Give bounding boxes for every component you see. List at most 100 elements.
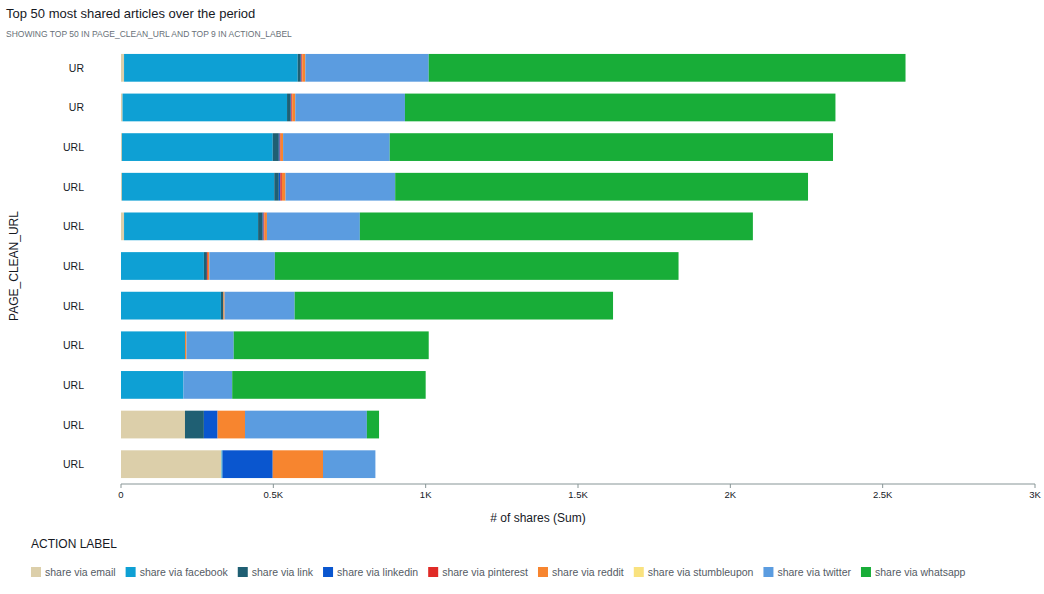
tick-label: 2.5K — [873, 489, 893, 500]
bar-segment[interactable] — [204, 411, 218, 439]
bar-segment[interactable] — [273, 450, 323, 478]
category-label: URL — [63, 379, 84, 391]
bar-segment[interactable] — [121, 54, 124, 82]
legend-label[interactable]: share via link — [252, 566, 314, 578]
bar-segment[interactable] — [124, 212, 258, 240]
bar-segment[interactable] — [290, 94, 292, 122]
bar-segment[interactable] — [262, 212, 264, 240]
tick-label: 3K — [1029, 489, 1041, 500]
tick-mark — [121, 484, 122, 488]
tick-label: 0.5K — [264, 489, 284, 500]
legend-swatch — [428, 567, 438, 577]
bar-segment[interactable] — [123, 94, 288, 122]
legend-swatch — [238, 567, 248, 577]
legend-label[interactable]: share via twitter — [777, 566, 851, 578]
bar-segment[interactable] — [367, 411, 379, 439]
bar-segment[interactable] — [234, 331, 429, 359]
bar-segment[interactable] — [124, 54, 298, 82]
bar-segment[interactable] — [390, 133, 833, 161]
bar-segment[interactable] — [223, 292, 224, 320]
bar-segment[interactable] — [245, 411, 367, 439]
bar-segment[interactable] — [429, 54, 906, 82]
x-axis-label: # of shares (Sum) — [490, 511, 585, 525]
bar-segment[interactable] — [122, 133, 273, 161]
bar-segment[interactable] — [206, 252, 207, 280]
category-label: UR — [69, 101, 85, 113]
bar-segment[interactable] — [375, 450, 376, 478]
subtitle: SHOWING TOP 50 IN PAGE_CLEAN_URL AND TOP… — [6, 29, 292, 39]
bar-segment[interactable] — [232, 371, 425, 399]
bar-segment[interactable] — [405, 94, 835, 122]
bar-segment[interactable] — [121, 292, 221, 320]
bar-segment[interactable] — [264, 212, 266, 240]
chart: Top 50 most shared articles over the per… — [0, 0, 1044, 594]
bar-segment[interactable] — [395, 173, 808, 201]
bar-segment[interactable] — [121, 94, 123, 122]
bar-segment[interactable] — [281, 133, 283, 161]
legend-label[interactable]: share via reddit — [552, 566, 624, 578]
bar-segment[interactable] — [187, 331, 234, 359]
bar-segment[interactable] — [295, 94, 405, 122]
category-label: URL — [63, 339, 84, 351]
bar-segment[interactable] — [282, 173, 286, 201]
bar-segment[interactable] — [360, 212, 753, 240]
bar-segment[interactable] — [279, 173, 281, 201]
bar-segment[interactable] — [283, 133, 390, 161]
bar-segment[interactable] — [185, 331, 187, 359]
bar-segment[interactable] — [208, 252, 210, 280]
tick-mark — [1035, 484, 1036, 488]
bar-segment[interactable] — [274, 173, 279, 201]
bars — [121, 54, 906, 478]
legend-label[interactable]: share via stumbleupon — [648, 566, 754, 578]
bar-segment[interactable] — [267, 212, 360, 240]
bar-segment[interactable] — [275, 252, 679, 280]
bar-segment[interactable] — [258, 212, 263, 240]
tick-label: 2K — [725, 489, 737, 500]
bar-segment[interactable] — [298, 54, 301, 82]
legend-swatch — [763, 567, 773, 577]
y-axis-label: PAGE_CLEAN_URL — [7, 211, 21, 321]
bar-segment[interactable] — [300, 54, 302, 82]
bar-segment[interactable] — [221, 292, 223, 320]
bar-segment[interactable] — [287, 94, 291, 122]
legend-label[interactable]: share via whatsapp — [875, 566, 966, 578]
bar-segment[interactable] — [121, 450, 222, 478]
tick-label: 1.5K — [568, 489, 588, 500]
category-label: URL — [63, 141, 84, 153]
bar-segment[interactable] — [286, 173, 396, 201]
bar-segment[interactable] — [218, 411, 245, 439]
legend-swatch — [634, 567, 644, 577]
bar-segment[interactable] — [292, 94, 295, 122]
x-axis-line — [121, 484, 1035, 485]
bar-segment[interactable] — [121, 331, 185, 359]
bar-segment[interactable] — [121, 252, 204, 280]
bar-segment[interactable] — [222, 450, 272, 478]
bar-segment[interactable] — [122, 173, 274, 201]
legend-label[interactable]: share via pinterest — [442, 566, 528, 578]
bar-segment[interactable] — [121, 411, 185, 439]
category-label: URL — [63, 458, 84, 470]
bar-segment[interactable] — [273, 133, 279, 161]
bar-segment[interactable] — [185, 411, 204, 439]
bar-segment[interactable] — [295, 292, 613, 320]
bar-segment[interactable] — [183, 371, 232, 399]
legend-title: ACTION LABEL — [31, 537, 117, 551]
bar-segment[interactable] — [204, 252, 207, 280]
legend-swatch — [126, 567, 136, 577]
bar-segment[interactable] — [305, 54, 428, 82]
bar-segment[interactable] — [278, 133, 280, 161]
bar-segment[interactable] — [121, 371, 183, 399]
bar-segment[interactable] — [225, 292, 295, 320]
bar-segment[interactable] — [280, 173, 282, 201]
bar-segment[interactable] — [209, 252, 275, 280]
bar-segment[interactable] — [223, 292, 224, 320]
legend-label[interactable]: share via email — [45, 566, 116, 578]
bar-segment[interactable] — [223, 292, 224, 320]
legend: ACTION LABEL share via email share via fac… — [31, 537, 966, 578]
legend-swatch — [861, 567, 871, 577]
legend-label[interactable]: share via linkedin — [337, 566, 418, 578]
bar-segment[interactable] — [302, 54, 305, 82]
bar-segment[interactable] — [323, 450, 375, 478]
bar-segment[interactable] — [121, 212, 124, 240]
legend-label[interactable]: share via facebook — [140, 566, 229, 578]
